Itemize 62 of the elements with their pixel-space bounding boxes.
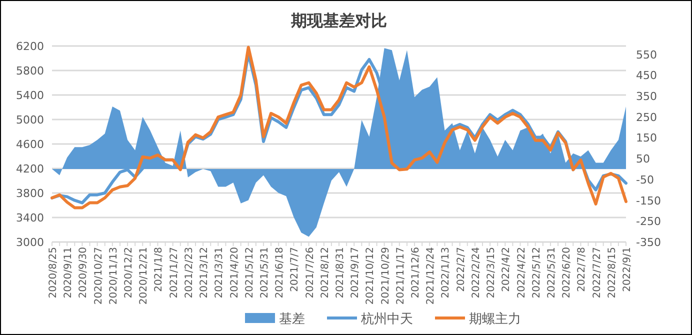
y2-tick-label: -150	[636, 194, 661, 208]
x-tick-label: 2020/8/25	[48, 247, 59, 298]
y2-tick-label: 550	[636, 48, 657, 62]
y-tick-label: 3000	[16, 236, 44, 249]
x-tick-label: 2022/1/13	[440, 247, 452, 298]
y2-tick-label: 450	[636, 69, 657, 82]
y2-tick-label: 350	[636, 90, 657, 104]
y-tick-label: 4200	[16, 162, 44, 176]
x-tick-label: 2021/4/20	[229, 247, 240, 298]
y2-tick-label: 50	[636, 152, 650, 166]
x-tick-label: 2022/4/2	[501, 247, 512, 292]
y2-tick-label: -50	[636, 173, 654, 186]
y2-tick-label: 250	[636, 110, 657, 124]
x-tick-label: 2020/9/30	[78, 247, 90, 298]
x-tick-label: 2022/7/27	[592, 247, 603, 298]
y-tick-label: 5400	[16, 89, 44, 102]
x-tick-label: 2021/5/12	[244, 247, 256, 298]
x-tick-label: 2022/2/24	[470, 247, 482, 298]
x-tick-label: 2021/3/12	[199, 247, 210, 298]
x-tick-label: 2021/3/31	[214, 247, 226, 298]
x-tick-label: 2022/7/8	[576, 247, 588, 292]
legend-label: 期螺主力	[469, 311, 521, 327]
x-tick-label: 2020/11/13	[108, 247, 120, 305]
y-tick-label: 4600	[16, 138, 44, 151]
chart-title: 期现基差对比	[290, 11, 387, 30]
x-tick-label: 2021/9/17	[350, 247, 362, 298]
y2-tick-label: -350	[636, 236, 661, 249]
legend-label: 杭州中天	[360, 312, 413, 327]
x-tick-label: 2021/10/29	[380, 247, 392, 305]
x-tick-label: 2021/6/18	[274, 247, 286, 298]
y-tick-label: 5800	[16, 64, 44, 78]
x-tick-label: 2020/10/27	[93, 247, 104, 305]
x-tick-label: 2021/7/26	[304, 247, 316, 298]
y2-tick-label: -250	[636, 215, 661, 228]
x-tick-label: 2022/6/20	[562, 247, 573, 298]
x-tick-label: 2022/3/15	[486, 247, 498, 298]
x-tick-label: 2021/12/24	[426, 247, 437, 305]
x-tick-label: 2022/9/1	[622, 247, 633, 292]
x-tick-label: 2020/9/11	[63, 247, 74, 298]
y-tick-label: 6200	[16, 40, 44, 53]
x-tick-label: 2022/2/7	[456, 247, 467, 292]
y-tick-label: 3800	[16, 187, 44, 200]
x-tick-label: 2021/7/7	[290, 247, 301, 292]
legend-label: 基差	[279, 312, 305, 327]
x-tick-label: 2021/5/31	[259, 247, 270, 298]
x-tick-label: 2020/12/2	[124, 247, 135, 298]
x-tick-label: 2021/1/27	[168, 247, 180, 298]
x-tick-label: 2021/2/23	[184, 247, 195, 298]
x-tick-label: 2021/1/8	[154, 247, 165, 292]
y-tick-label: 5000	[16, 114, 44, 126]
x-tick-label: 2021/11/17	[395, 247, 406, 305]
x-tick-label: 2021/10/12	[365, 247, 376, 305]
x-tick-label: 2022/8/15	[606, 247, 618, 298]
x-tick-label: 2022/5/12	[531, 247, 542, 298]
y2-tick-label: 150	[636, 132, 657, 145]
y-tick-label: 3400	[16, 212, 44, 224]
x-tick-label: 2020/12/21	[138, 247, 150, 305]
x-tick-label: 2022/5/31	[546, 247, 558, 298]
x-tick-label: 2021/8/31	[335, 247, 346, 298]
x-tick-label: 2022/4/22	[516, 247, 528, 298]
x-tick-label: 2021/8/12	[320, 247, 331, 298]
x-tick-label: 2021/12/6	[410, 247, 422, 298]
